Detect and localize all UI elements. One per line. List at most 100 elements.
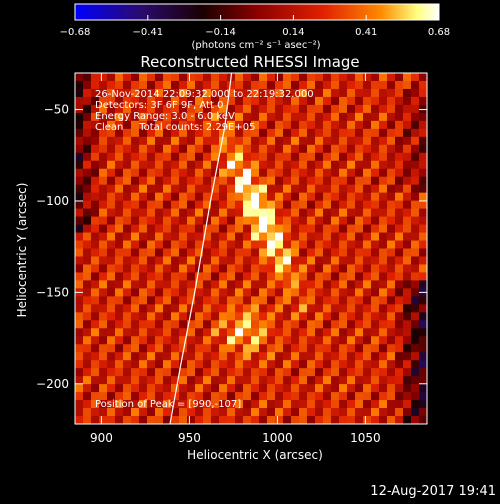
heatmap-cell [299, 120, 308, 130]
heatmap-cell [283, 160, 292, 170]
heatmap-cell [99, 296, 108, 305]
heatmap-cell [259, 280, 268, 289]
heatmap-cell [379, 88, 388, 98]
heatmap-cell [99, 352, 108, 361]
heatmap-cell [131, 176, 140, 186]
heatmap-cell [283, 208, 292, 218]
heatmap-cell [363, 248, 372, 258]
heatmap-cell [131, 144, 140, 154]
heatmap-cell [403, 376, 412, 385]
heatmap-cell [155, 128, 164, 138]
heatmap-cell [75, 408, 84, 417]
heatmap-cell [291, 368, 300, 377]
heatmap-cell [307, 208, 316, 218]
colorbar-tick-label: 0.14 [282, 27, 304, 38]
heatmap-cell [259, 200, 268, 210]
heatmap-cell [307, 136, 316, 146]
heatmap-cell [387, 248, 396, 258]
heatmap-cell [403, 152, 412, 162]
heatmap-cell [211, 96, 220, 106]
heatmap-cell [339, 256, 348, 266]
heatmap-cell [203, 248, 212, 258]
heatmap-cell [155, 344, 164, 353]
heatmap-cell [355, 168, 364, 178]
heatmap-cell [227, 384, 236, 393]
heatmap-cell [163, 312, 172, 321]
heatmap-cell [395, 240, 404, 250]
heatmap-cell [395, 224, 404, 234]
heatmap-cell [387, 120, 396, 130]
heatmap-cell [195, 320, 204, 329]
heatmap-cell [299, 104, 308, 114]
heatmap-cell [363, 168, 372, 178]
heatmap-cell [347, 96, 356, 106]
heatmap-cell [75, 88, 84, 98]
heatmap-cell [219, 304, 228, 313]
heatmap-cell [99, 176, 108, 186]
heatmap-cell [227, 368, 236, 377]
heatmap-cell [211, 248, 220, 258]
heatmap-cell [91, 360, 100, 369]
heatmap-cell [283, 176, 292, 186]
heatmap-cell [155, 192, 164, 202]
heatmap-cell [107, 96, 116, 106]
heatmap-cell [147, 136, 156, 146]
heatmap-cell [307, 240, 316, 250]
heatmap-cell [187, 248, 196, 258]
heatmap-cell [203, 272, 212, 282]
heatmap-cell [371, 160, 380, 170]
heatmap-cell [355, 304, 364, 313]
heatmap-cell [347, 344, 356, 353]
heatmap-cell [411, 368, 420, 377]
heatmap-cell [371, 280, 380, 289]
heatmap-cell [75, 224, 84, 234]
heatmap-cell [131, 312, 140, 321]
heatmap-cell [275, 336, 284, 345]
heatmap-cell [179, 288, 188, 297]
heatmap-cell [323, 160, 332, 170]
heatmap-cell [147, 256, 156, 266]
heatmap-cell [291, 96, 300, 106]
heatmap-cell [235, 320, 244, 329]
heatmap-cell [339, 280, 348, 289]
heatmap-cell [339, 200, 348, 210]
heatmap-cell [139, 128, 148, 138]
heatmap-cell [75, 160, 84, 170]
heatmap-cell [363, 384, 372, 393]
heatmap-cell [347, 144, 356, 154]
heatmap-cell [339, 112, 348, 122]
y-axis-label: Heliocentric Y (arcsec) [15, 183, 29, 318]
heatmap-cell [339, 312, 348, 321]
heatmap-cell [75, 392, 84, 401]
heatmap-cell [235, 168, 244, 178]
heatmap-cell [347, 336, 356, 345]
heatmap-cell [131, 152, 140, 162]
heatmap-cell [131, 240, 140, 250]
heatmap-cell [411, 104, 420, 114]
heatmap-cell [235, 128, 244, 138]
heatmap-cell [203, 368, 212, 377]
heatmap-cell [283, 96, 292, 106]
heatmap-cell [419, 376, 427, 385]
heatmap-cell [267, 304, 276, 313]
heatmap-cell [171, 416, 180, 424]
heatmap-cell [307, 112, 316, 122]
heatmap-cell [155, 200, 164, 210]
heatmap-cell [219, 368, 228, 377]
heatmap-cell [91, 328, 100, 337]
heatmap-cell [395, 160, 404, 170]
heatmap-cell [331, 288, 340, 297]
heatmap-cell [323, 344, 332, 353]
heatmap-cell [379, 272, 388, 282]
heatmap-cell [203, 168, 212, 178]
heatmap-cell [203, 232, 212, 242]
heatmap-cell [259, 96, 268, 106]
heatmap-cell [267, 328, 276, 337]
heatmap-cell [195, 368, 204, 377]
heatmap-cell [115, 128, 124, 138]
heatmap-cell [403, 224, 412, 234]
heatmap-cell [83, 312, 92, 321]
heatmap-cell [243, 224, 252, 234]
heatmap-cell [211, 272, 220, 282]
heatmap-cell [203, 280, 212, 289]
